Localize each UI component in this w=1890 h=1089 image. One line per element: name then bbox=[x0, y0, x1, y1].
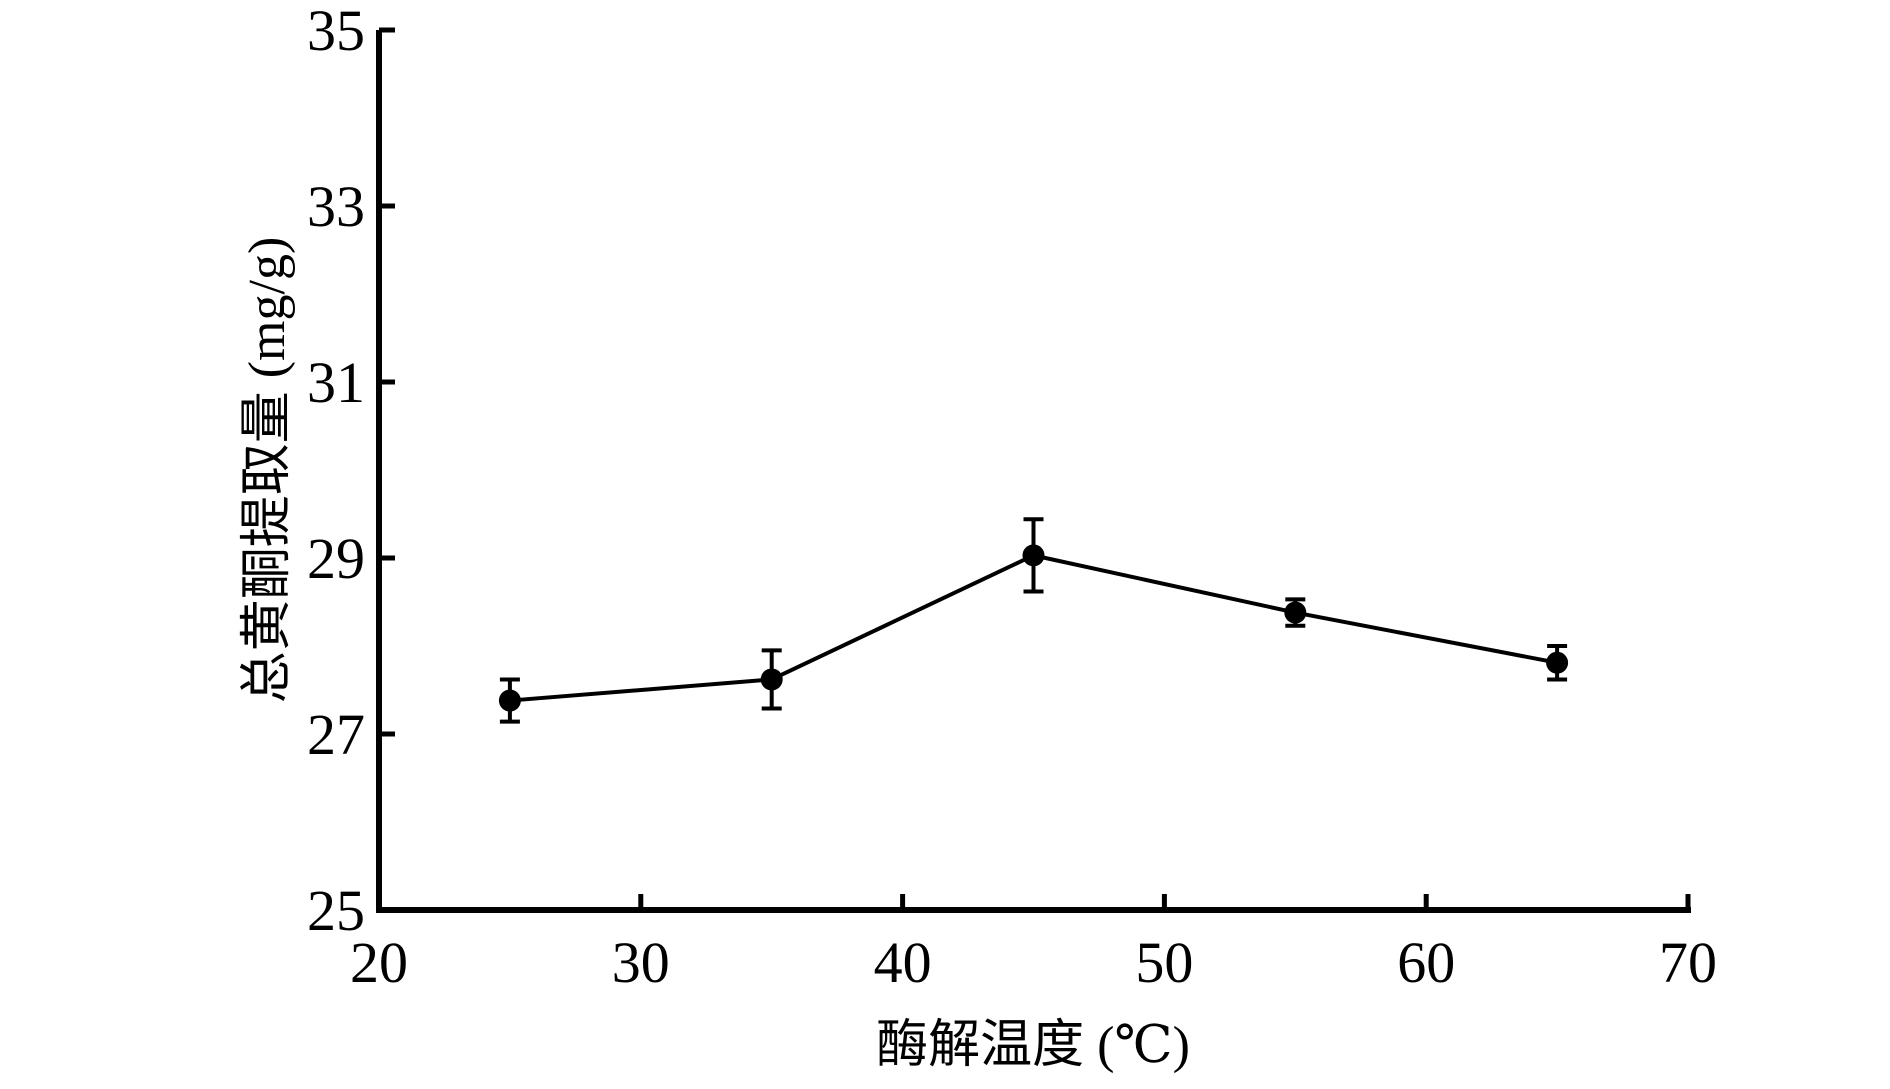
point bbox=[498, 689, 521, 712]
y-tick-label: 31 bbox=[307, 350, 365, 415]
x-tick-label: 70 bbox=[1659, 930, 1717, 995]
x-tick-label: 20 bbox=[350, 930, 408, 995]
y-tick-label: 25 bbox=[307, 878, 365, 943]
x-axis-label: 酶解温度 (℃) bbox=[876, 1017, 1190, 1074]
y-tick-label: 33 bbox=[307, 174, 365, 239]
point bbox=[760, 668, 783, 691]
y-tick-label: 35 bbox=[307, 0, 365, 63]
y-tick-label: 29 bbox=[307, 526, 365, 591]
point bbox=[1546, 651, 1569, 674]
x-tick-label: 60 bbox=[1397, 930, 1455, 995]
point bbox=[1022, 544, 1045, 567]
x-tick-label: 40 bbox=[874, 930, 932, 995]
point bbox=[1284, 601, 1307, 624]
x-tick-label: 30 bbox=[612, 930, 670, 995]
y-tick-label: 27 bbox=[307, 702, 365, 767]
x-tick-label: 50 bbox=[1135, 930, 1193, 995]
y-axis-label: 总黄酮提取量 (mg/g) bbox=[239, 237, 296, 704]
